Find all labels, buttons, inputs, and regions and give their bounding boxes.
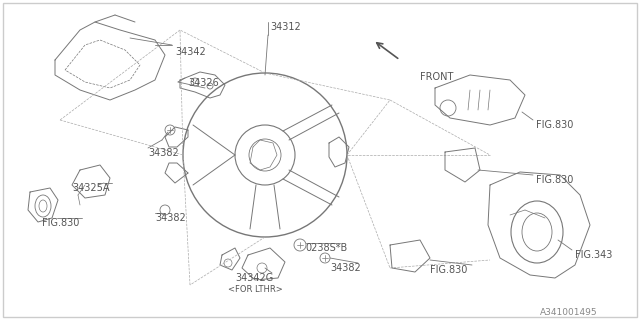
Text: FRONT: FRONT	[420, 72, 453, 82]
Text: 34325A: 34325A	[72, 183, 109, 193]
Text: FIG.343: FIG.343	[575, 250, 612, 260]
Text: 34342G: 34342G	[235, 273, 273, 283]
Text: 34326: 34326	[188, 78, 219, 88]
Text: 34382: 34382	[155, 213, 186, 223]
Text: 34342: 34342	[175, 47, 205, 57]
Text: 0238S*B: 0238S*B	[305, 243, 348, 253]
Text: 34382: 34382	[148, 148, 179, 158]
Text: FIG.830: FIG.830	[536, 120, 573, 130]
Text: 34312: 34312	[270, 22, 301, 32]
Text: 34382: 34382	[330, 263, 361, 273]
Text: <FOR LTHR>: <FOR LTHR>	[228, 285, 283, 294]
Text: FIG.830: FIG.830	[536, 175, 573, 185]
Text: FIG.830: FIG.830	[430, 265, 467, 275]
Text: FIG.830: FIG.830	[42, 218, 79, 228]
Text: A341001495: A341001495	[540, 308, 598, 317]
